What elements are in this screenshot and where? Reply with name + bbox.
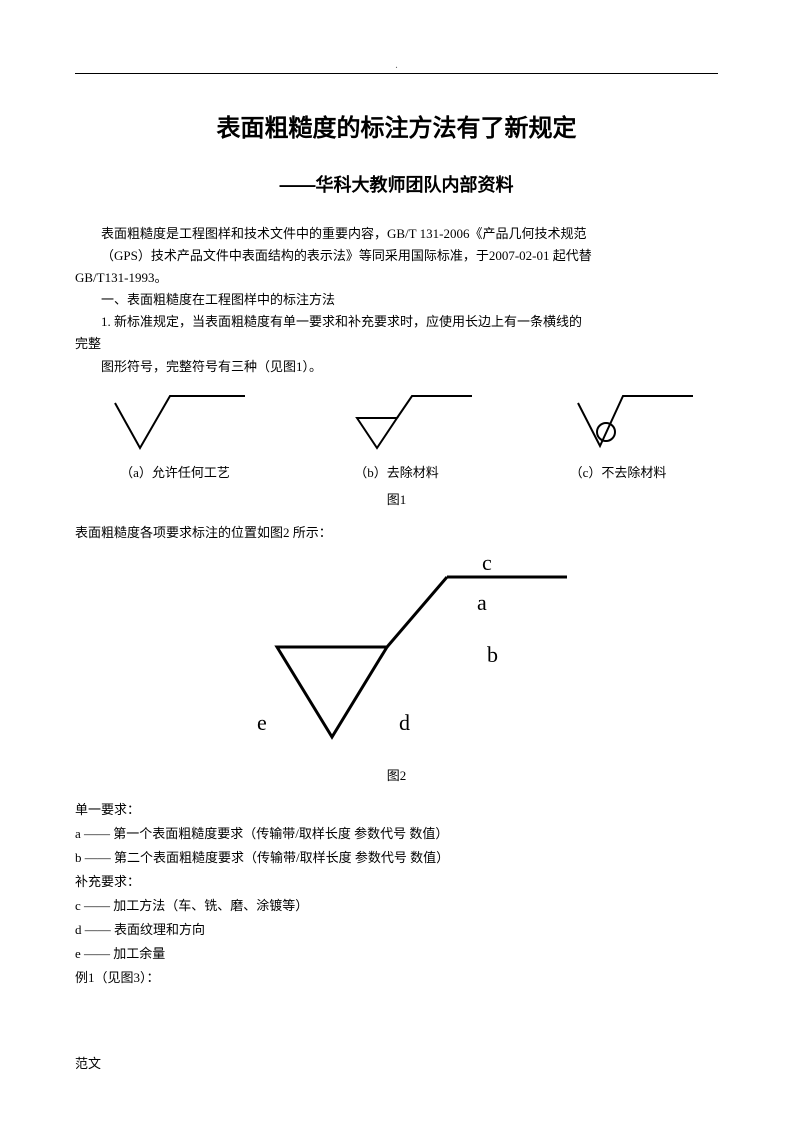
roughness-symbol-circle-icon bbox=[538, 388, 698, 458]
intro-p3: GB/T131-1993。 bbox=[75, 267, 718, 289]
figure-1b-caption: （b）去除材料 bbox=[307, 462, 487, 481]
intro-p5: 图形符号，完整符号有三种（见图1）。 bbox=[75, 356, 718, 378]
svg-text:d: d bbox=[399, 710, 410, 735]
mid-line: 表面粗糙度各项要求标注的位置如图2 所示： bbox=[75, 522, 718, 544]
figure-1b: （b）去除材料 bbox=[307, 388, 487, 481]
header-rule bbox=[75, 73, 718, 74]
defs-c: c —— 加工方法（车、铣、磨、涂镀等） bbox=[75, 894, 718, 918]
figure-1a-caption: （a）允许任何工艺 bbox=[85, 462, 265, 481]
svg-text:c: c bbox=[482, 552, 492, 575]
defs-heading-extra: 补充要求： bbox=[75, 870, 718, 894]
page-title: 表面粗糙度的标注方法有了新规定 bbox=[75, 108, 718, 143]
figure-1a: （a）允许任何工艺 bbox=[85, 388, 265, 481]
roughness-position-diagram-icon: c a b d e bbox=[217, 552, 577, 752]
figure-2-label: 图2 bbox=[75, 765, 718, 784]
intro-p1: 表面粗糙度是工程图样和技术文件中的重要内容，GB/T 131-2006《产品几何… bbox=[75, 223, 718, 245]
svg-text:b: b bbox=[487, 642, 498, 667]
figure-1-label: 图1 bbox=[75, 489, 718, 508]
roughness-symbol-open-icon bbox=[95, 388, 255, 458]
page-subtitle: ——华科大教师团队内部资料 bbox=[75, 171, 718, 197]
svg-text:a: a bbox=[477, 590, 487, 615]
header-dot: . bbox=[75, 60, 718, 71]
intro-p4b: 完整 bbox=[75, 333, 718, 355]
intro-p2: （GPS）技术产品文件中表面结构的表示法》等同采用国际标准，于2007-02-0… bbox=[75, 245, 718, 267]
footer-text: 范文 bbox=[75, 1053, 101, 1072]
defs-d: d —— 表面纹理和方向 bbox=[75, 918, 718, 942]
section-heading-1: 一、表面粗糙度在工程图样中的标注方法 bbox=[75, 289, 718, 311]
figure-2: c a b d e bbox=[75, 552, 718, 757]
figure-1c: （c）不去除材料 bbox=[528, 388, 708, 481]
example-1: 例1（见图3）： bbox=[75, 966, 718, 990]
defs-a: a —— 第一个表面粗糙度要求（传输带/取样长度 参数代号 数值） bbox=[75, 822, 718, 846]
defs-heading-single: 单一要求： bbox=[75, 798, 718, 822]
defs-e: e —— 加工余量 bbox=[75, 942, 718, 966]
roughness-symbol-closed-icon bbox=[317, 388, 477, 458]
defs-b: b —— 第二个表面粗糙度要求（传输带/取样长度 参数代号 数值） bbox=[75, 846, 718, 870]
svg-text:e: e bbox=[257, 710, 267, 735]
figure-1-row: （a）允许任何工艺 （b）去除材料 （c）不去除材料 bbox=[85, 388, 708, 481]
intro-p4: 1. 新标准规定，当表面粗糙度有单一要求和补充要求时，应使用长边上有一条横线的 bbox=[75, 311, 718, 333]
figure-1c-caption: （c）不去除材料 bbox=[528, 462, 708, 481]
